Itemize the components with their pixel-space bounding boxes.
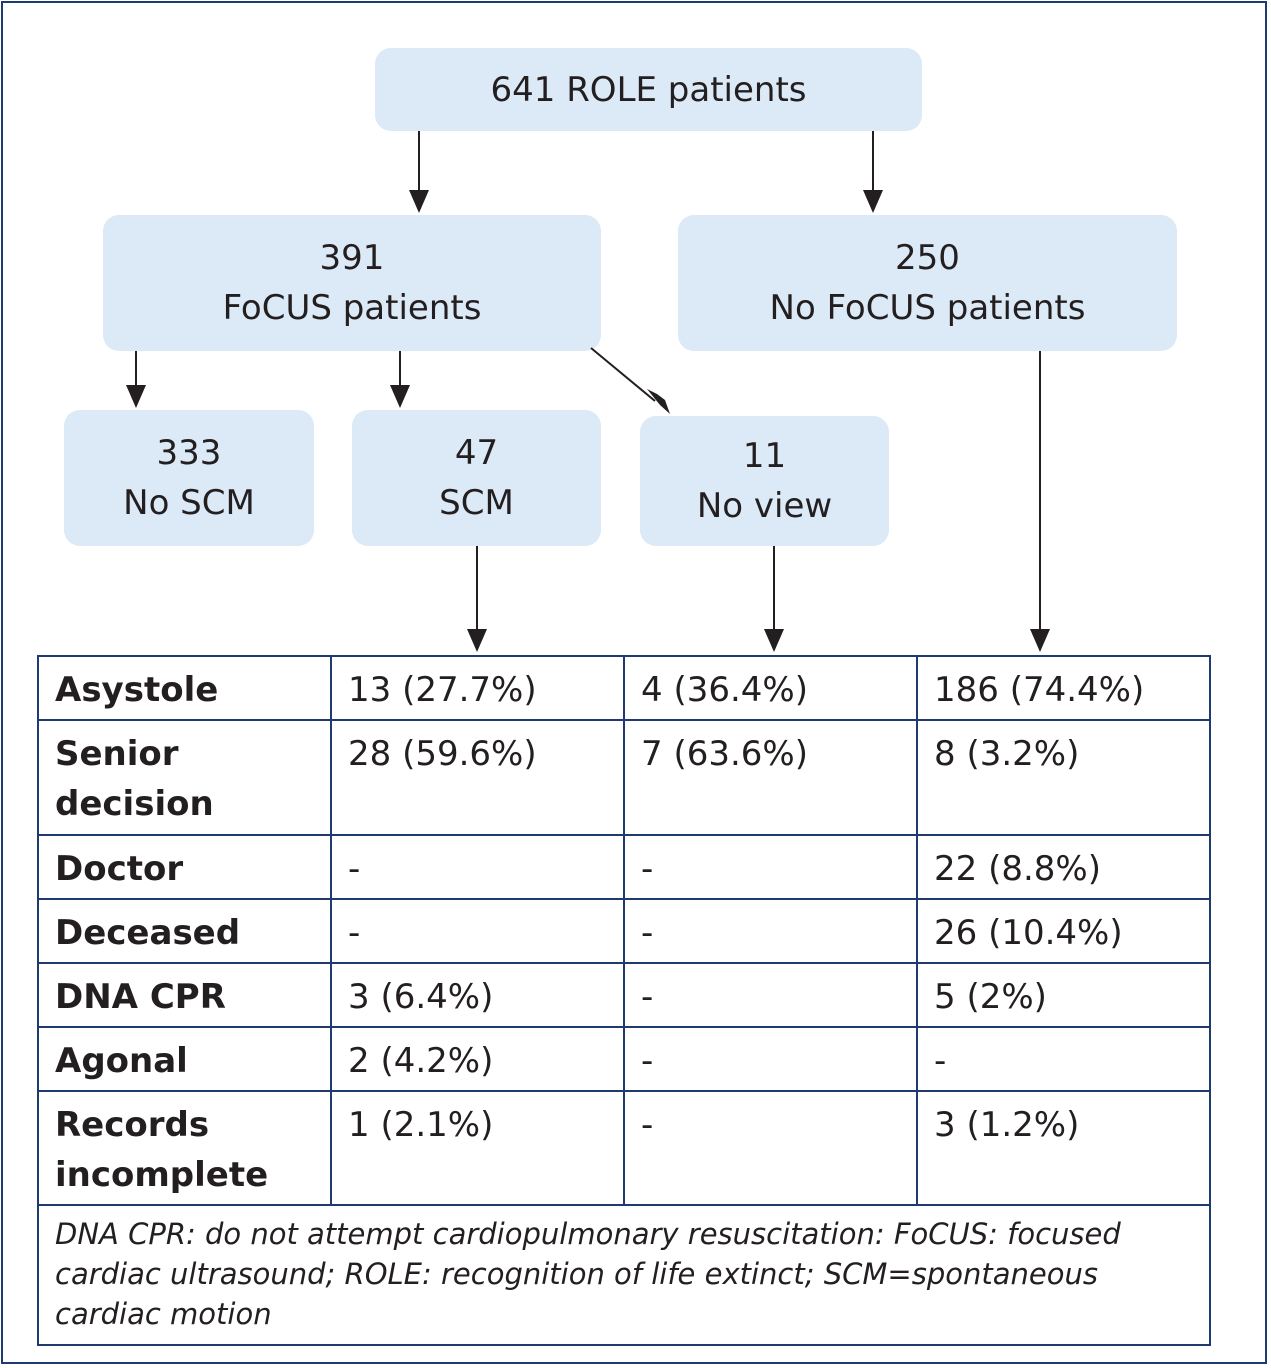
cell-scm: - [330, 898, 625, 964]
cell-no-view: - [623, 962, 918, 1028]
node-focus-count: 391 [319, 238, 385, 278]
table-row: Records incomplete 1 (2.1%) -3 (1.2%) [37, 1090, 1211, 1206]
cell-scm: 1 (2.1%) [330, 1090, 625, 1206]
arrow-focus-to-no-view [590, 347, 656, 402]
cell-no-focus: 5 (2%) [916, 962, 1211, 1028]
table-row: Senior decision 28 (59.6%) 7 (63.6%) 8 (3.2… [37, 719, 1211, 836]
cell-no-view: - [623, 898, 918, 964]
node-scm-label: SCM [439, 483, 514, 523]
cell-no-view: 7 (63.6%) [623, 719, 918, 836]
arrowhead-focus-to-no-view [647, 389, 670, 414]
cell-no-focus: - [916, 1026, 1211, 1092]
cell-no-view: - [623, 834, 918, 900]
arrowhead-no-focus-to-table [1030, 629, 1050, 652]
node-role-patients: 641 ROLE patients [375, 48, 922, 131]
cell-scm: 13 (27.7%) [330, 655, 625, 721]
table-row: Deceased - -26 (10.4%) [37, 898, 1211, 964]
row-label: Doctor [37, 834, 332, 900]
node-focus-patients: 391 FoCUS patients [103, 215, 601, 351]
cell-no-focus: 186 (74.4%) [916, 655, 1211, 721]
arrowhead-root-to-focus [409, 190, 429, 213]
cell-scm: - [330, 834, 625, 900]
table-footnote: DNA CPR: do not attempt cardiopulmonary … [37, 1204, 1211, 1346]
footnote-row: DNA CPR: do not attempt cardiopulmonary … [37, 1204, 1211, 1346]
node-no-scm: 333 No SCM [64, 410, 314, 546]
node-focus-label: FoCUS patients [222, 288, 482, 328]
row-label: Agonal [37, 1026, 332, 1092]
cell-no-view: 4 (36.4%) [623, 655, 918, 721]
table-row: Agonal 2 (4.2%) - - [37, 1026, 1211, 1092]
row-label: Senior decision [37, 719, 332, 836]
node-role-patients-label: 641 ROLE patients [490, 69, 807, 110]
cell-no-view: - [623, 1026, 918, 1092]
arrowhead-scm-to-table [467, 629, 487, 652]
results-table-body: Asystole 13 (27.7%) 4 (36.4%) 186 (74.4%) Se… [37, 655, 1211, 1206]
arrowhead-root-to-no-focus [863, 190, 883, 213]
node-no-focus-count: 250 [895, 238, 960, 278]
cell-scm: 28 (59.6%) [330, 719, 625, 836]
results-table: Asystole 13 (27.7%) 4 (36.4%) 186 (74.4%) Se… [37, 655, 1211, 1346]
table-row: DNA CPR 3 (6.4%) -5 (2%) [37, 962, 1211, 1028]
node-no-view-label: No view [696, 486, 833, 526]
node-scm-count: 47 [454, 433, 499, 473]
cell-scm: 3 (6.4%) [330, 962, 625, 1028]
cell-scm: 2 (4.2%) [330, 1026, 625, 1092]
cell-no-focus: 22 (8.8%) [916, 834, 1211, 900]
row-label: Records incomplete [37, 1090, 332, 1206]
arrowhead-no-view-to-table [764, 629, 784, 652]
cell-no-view: - [623, 1090, 918, 1206]
node-no-view: 11 No view [640, 416, 889, 546]
arrowhead-focus-to-no-scm [126, 385, 146, 408]
node-no-focus-patients: 250 No FoCUS patients [678, 215, 1177, 351]
node-no-view-count: 11 [742, 436, 787, 476]
row-label: Deceased [37, 898, 332, 964]
cell-no-focus: 26 (10.4%) [916, 898, 1211, 964]
node-no-scm-count: 333 [156, 433, 222, 473]
node-no-scm-label: No SCM [123, 483, 255, 523]
table-row: Doctor - -22 (8.8%) [37, 834, 1211, 900]
node-scm: 47 SCM [352, 410, 601, 546]
table-row: Asystole 13 (27.7%) 4 (36.4%) 186 (74.4%) [37, 655, 1211, 721]
arrowhead-focus-to-scm [390, 385, 410, 408]
node-no-focus-label: No FoCUS patients [769, 288, 1086, 328]
cell-no-focus: 3 (1.2%) [916, 1090, 1211, 1206]
cell-no-focus: 8 (3.2%) [916, 719, 1211, 836]
row-label: DNA CPR [37, 962, 332, 1028]
row-label: Asystole [37, 655, 332, 721]
